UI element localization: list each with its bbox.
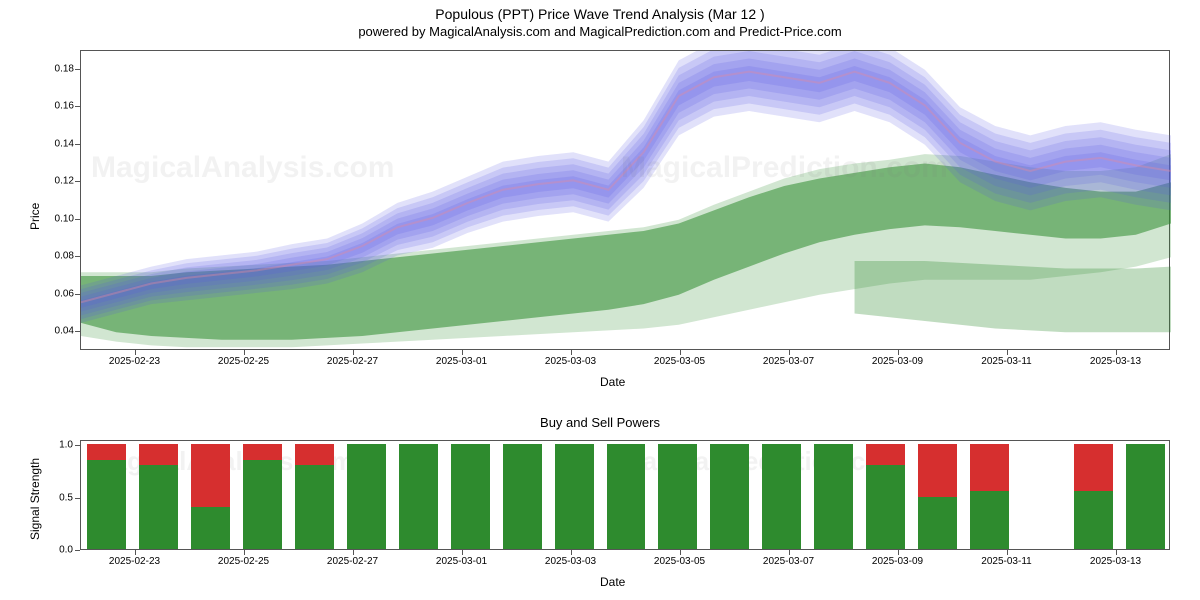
power-chart: MagicalAnalysis.com MagicalPrediction.co… [80,440,1170,550]
sell-bar [295,444,334,465]
sell-bar [191,444,230,507]
buy-bar [347,444,386,549]
buy-bar [295,465,334,549]
buy-bar [1074,491,1113,549]
power-chart-ylabel: Signal Strength [28,458,42,540]
power-chart-xlabel: Date [600,575,625,589]
sell-bar [87,444,126,460]
subtitle: powered by MagicalAnalysis.com and Magic… [0,24,1200,39]
buy-bar [139,465,178,549]
sell-bar [866,444,905,465]
sell-bar [970,444,1009,491]
buy-bar [918,497,957,549]
buy-bar [451,444,490,549]
buy-bar [710,444,749,549]
buy-bar [866,465,905,549]
sell-bar [139,444,178,465]
buy-bar [87,460,126,549]
price-chart: MagicalAnalysis.com MagicalPrediction.co… [80,50,1170,350]
buy-bar [814,444,853,549]
sell-bar [243,444,282,460]
buy-bar [555,444,594,549]
title-block: Populous (PPT) Price Wave Trend Analysis… [0,0,1200,39]
sell-bar [1074,444,1113,491]
buy-bar [970,491,1009,549]
chart-container: Populous (PPT) Price Wave Trend Analysis… [0,0,1200,600]
buy-bar [191,507,230,549]
sell-bar [918,444,957,496]
buy-bar [399,444,438,549]
price-chart-xlabel: Date [600,375,625,389]
buy-bar [762,444,801,549]
buy-bar [503,444,542,549]
price-chart-svg [81,51,1171,351]
buy-bar [1126,444,1165,549]
buy-bar [243,460,282,549]
main-title: Populous (PPT) Price Wave Trend Analysis… [0,6,1200,22]
buy-bar [658,444,697,549]
power-chart-title: Buy and Sell Powers [540,415,660,430]
buy-bar [607,444,646,549]
